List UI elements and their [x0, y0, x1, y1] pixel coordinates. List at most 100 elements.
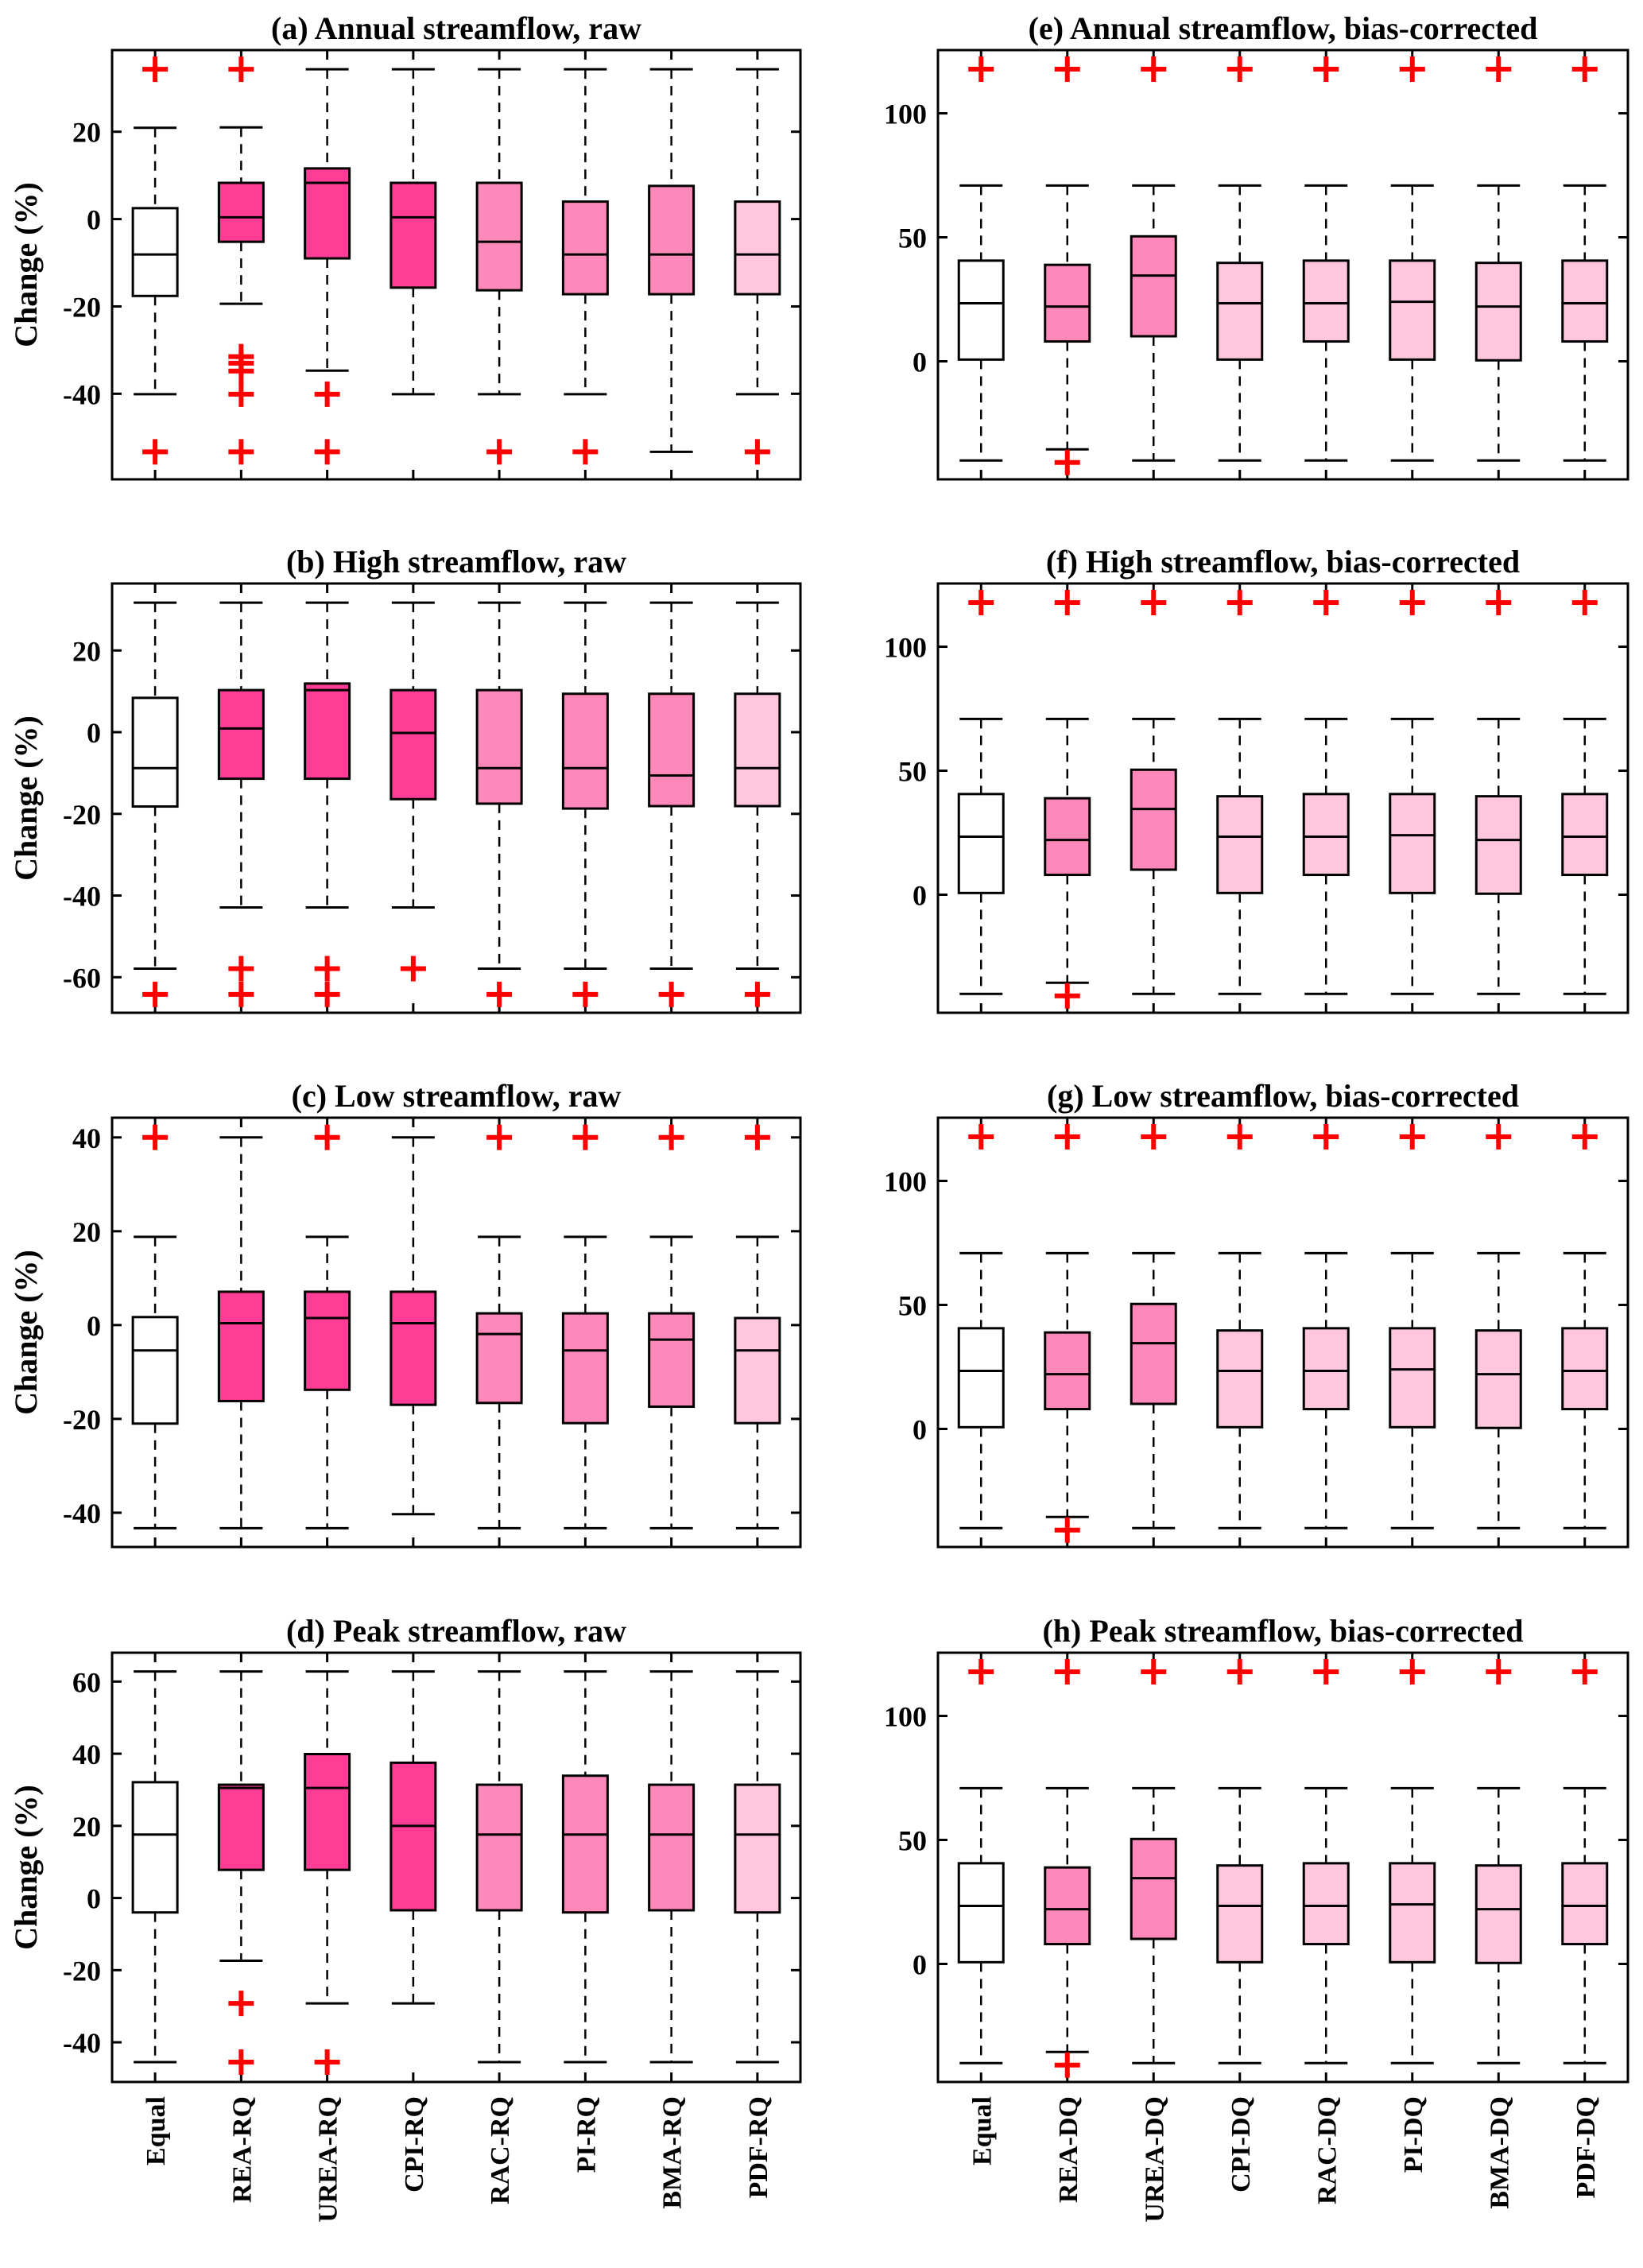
axes-frame [110, 582, 802, 1014]
outlier-marker [744, 1124, 770, 1150]
y-tick-label: 50 [898, 1290, 927, 1322]
outlier-marker [228, 56, 254, 83]
panel-title: (d) Peak streamflow, raw [286, 1613, 626, 1649]
iqr-box [648, 692, 696, 808]
outlier-marker [1571, 590, 1598, 616]
panel-b: (b) High streamflow, raw -60 -40 -20 0 20 Chan… [8, 544, 802, 1014]
x-tick-label: RAC-DQ [1312, 2096, 1342, 2204]
axes-frame [110, 48, 802, 481]
box-cpi-rq [389, 1118, 437, 1547]
box-rea-dq: REA-DQ [1044, 1653, 1091, 2203]
iqr-box [1216, 795, 1264, 894]
y-tick-label: 0 [913, 347, 927, 378]
box-rea-rq: REA-RQ [217, 1653, 265, 2203]
outlier-marker [1054, 2052, 1080, 2078]
iqr-box [475, 688, 523, 805]
box-urea-dq [1130, 1118, 1177, 1547]
y-tick-label: -40 [63, 2027, 101, 2059]
iqr-box [1561, 1862, 1609, 1946]
box-pi-rq [561, 583, 609, 1013]
box-equal [131, 1118, 179, 1547]
outlier-marker [228, 956, 254, 982]
iqr-box [1389, 259, 1436, 361]
iqr-box [1216, 1329, 1264, 1429]
box-equal [957, 50, 1005, 479]
box-urea-dq [1130, 50, 1177, 479]
box-urea-rq [304, 583, 351, 1013]
y-axis-label: Change (%) [8, 1250, 44, 1415]
outlier-marker [1141, 590, 1167, 616]
outlier-marker [1313, 1124, 1339, 1150]
box-cpi-rq [389, 583, 437, 1013]
box-cpi-rq: CPI-RQ [389, 1653, 437, 2192]
y-tick-label: 20 [72, 1811, 101, 1843]
box-equal: Equal [131, 1653, 179, 2165]
iqr-box [131, 1316, 179, 1425]
iqr-box [1389, 1862, 1436, 1964]
outlier-marker [968, 56, 994, 83]
y-tick-label: 60 [72, 1666, 101, 1698]
outlier-marker [228, 439, 254, 465]
axes-frame [936, 1116, 1629, 1549]
box-pdf-dq: PDF-DQ [1561, 1653, 1609, 2198]
iqr-box [1044, 1866, 1091, 1946]
iqr-box [1044, 263, 1091, 343]
outlier-marker [314, 956, 340, 982]
box-rac-rq [475, 583, 523, 1013]
outlier-marker [1226, 590, 1253, 616]
iqr-box [1561, 793, 1609, 877]
box-pi-dq [1389, 1118, 1436, 1547]
box-bma-rq [648, 50, 696, 479]
box-equal: Equal [957, 1653, 1005, 2165]
outlier-marker [1313, 590, 1339, 616]
iqr-box [131, 696, 179, 808]
y-tick-label: -20 [63, 799, 101, 831]
outlier-marker [1313, 1659, 1339, 1685]
box-equal [131, 583, 179, 1013]
box-bma-dq: BMA-DQ [1474, 1653, 1522, 2209]
box-pdf-rq: PDF-RQ [734, 1653, 781, 2198]
iqr-box [957, 1327, 1005, 1429]
y-tick-label: 0 [87, 1310, 101, 1342]
outlier-marker [142, 1124, 169, 1150]
y-axis-label: Change (%) [8, 182, 44, 347]
iqr-box [1561, 259, 1609, 343]
box-pi-dq [1389, 50, 1436, 479]
iqr-box [1474, 795, 1522, 895]
iqr-box [734, 692, 781, 808]
panel-f: (f) High streamflow, bias-corrected 0 50 10… [884, 544, 1629, 1014]
panel-title: (f) High streamflow, bias-corrected [1046, 544, 1520, 580]
panels-group: (a) Annual streamflow, raw -40 -20 0 20 Chang… [8, 10, 1629, 2223]
box-cpi-dq [1216, 50, 1264, 479]
x-tick-label: PDF-RQ [744, 2096, 773, 2198]
x-tick-label: UREA-DQ [1140, 2096, 1169, 2223]
panel-title: (h) Peak streamflow, bias-corrected [1042, 1613, 1523, 1649]
iqr-box [217, 1290, 265, 1402]
y-tick-label: -20 [63, 1955, 101, 1987]
box-rea-rq [217, 50, 265, 479]
box-bma-dq [1474, 1118, 1522, 1547]
outlier-marker [1399, 1659, 1425, 1685]
iqr-box [217, 1783, 265, 1871]
iqr-box [957, 793, 1005, 894]
y-tick-label: 100 [884, 99, 927, 130]
box-pi-dq: PI-DQ [1389, 1653, 1436, 2173]
x-tick-label: PDF-DQ [1571, 2096, 1601, 2198]
box-pi-rq [561, 1118, 609, 1547]
box-rea-rq [217, 1118, 265, 1547]
iqr-box [1044, 1331, 1091, 1411]
iqr-box [304, 1753, 351, 1871]
panel-h: (h) Peak streamflow, bias-corrected 0 50 10… [884, 1613, 1629, 2223]
iqr-box [389, 688, 437, 801]
outlier-marker [314, 981, 340, 1007]
box-rea-dq [1044, 1118, 1091, 1547]
outlier-marker [1141, 1124, 1167, 1150]
outlier-marker [1141, 56, 1167, 83]
box-rea-dq [1044, 50, 1091, 479]
iqr-box [957, 1862, 1005, 1964]
y-tick-label: 40 [72, 1122, 101, 1154]
outlier-marker [572, 981, 599, 1007]
iqr-box [1474, 262, 1522, 362]
box-rac-dq [1302, 583, 1350, 1013]
y-tick-label: 0 [913, 880, 927, 912]
